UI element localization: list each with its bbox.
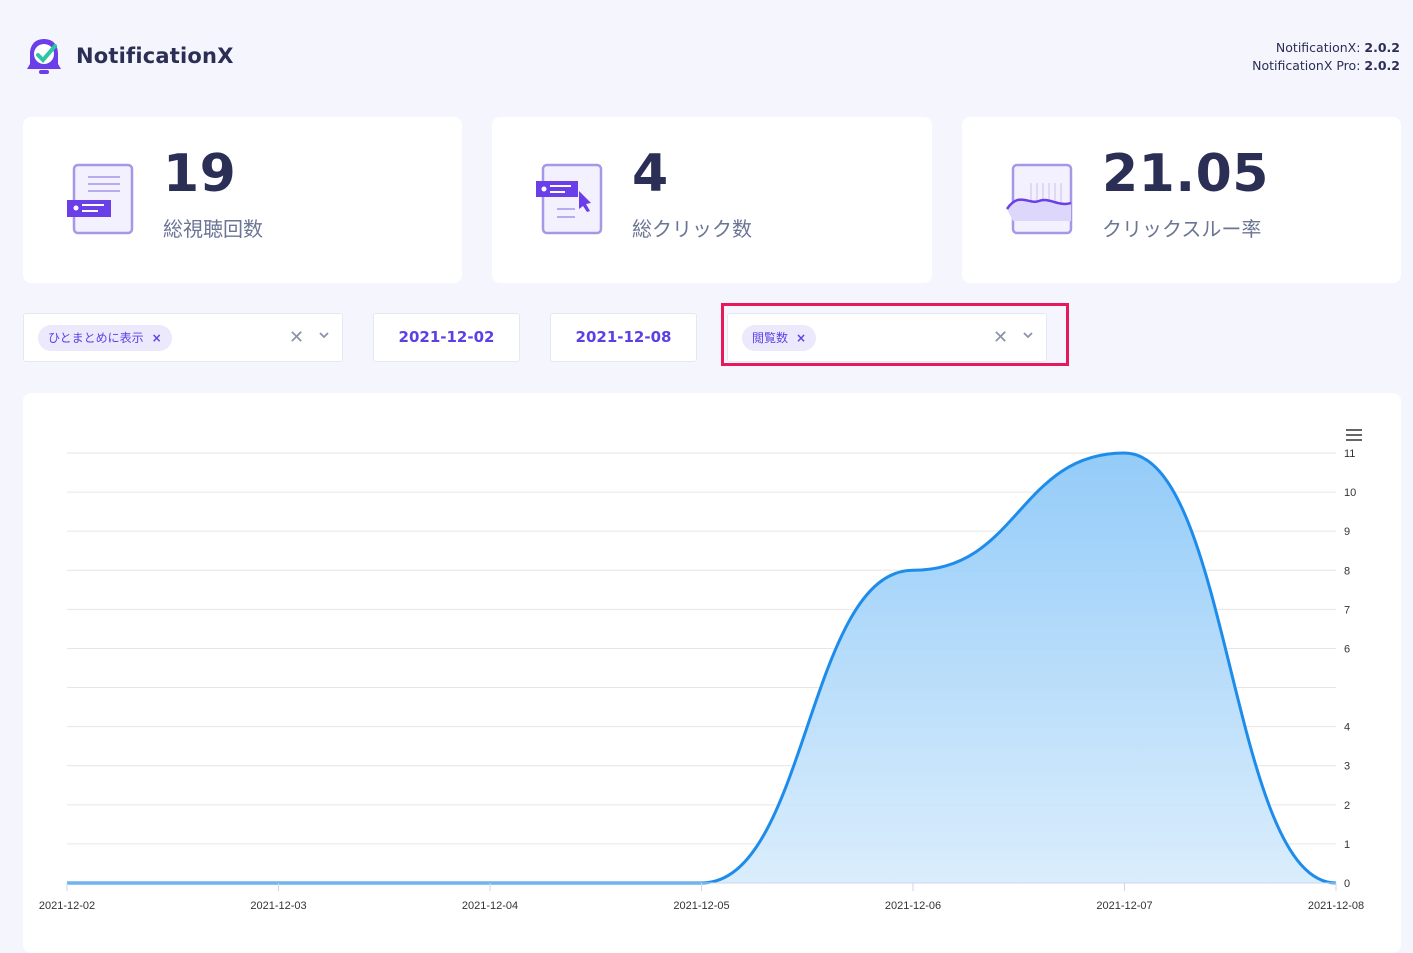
start-date-input[interactable]: 2021-12-02: [373, 313, 520, 362]
chip-remove-icon[interactable]: ×: [151, 331, 162, 345]
version-info: NotificationX: 2.0.2 NotificationX Pro: …: [1252, 39, 1400, 75]
stat-label: 総クリック数: [632, 217, 752, 241]
click-cursor-icon: [536, 163, 603, 235]
header: NotificationX NotificationX: 2.0.2 Notif…: [0, 0, 1413, 100]
version-row: NotificationX: 2.0.2: [1252, 39, 1400, 57]
analytics-chart: 0 1 2 3 4 6 7 8 9 10 11 2021-12-02 2021-12-03 2021-12…: [23, 393, 1401, 953]
y-tick-label: 6: [1344, 643, 1350, 655]
chart-svg: 0 1 2 3 4 6 7 8 9 10 11 2021-12-02 2021-12-03 2021-12…: [39, 448, 1364, 912]
version-value: 2.0.2: [1364, 58, 1400, 73]
ctr-graph-icon: [1005, 163, 1073, 235]
stat-value: 21.05: [1102, 144, 1269, 204]
stat-label: クリックスルー率: [1102, 217, 1262, 241]
x-tick-label: 2021-12-04: [462, 900, 518, 912]
stat-label: 総視聴回数: [163, 217, 263, 241]
x-tick-label: 2021-12-03: [250, 900, 306, 912]
y-tick-label: 8: [1344, 565, 1350, 577]
clear-icon[interactable]: ✕: [993, 327, 1009, 348]
y-tick-label: 7: [1344, 604, 1350, 616]
x-tick-label: 2021-12-08: [1308, 900, 1364, 912]
display-mode-chip: ひとまとめに表示 ×: [38, 325, 172, 351]
brand-name: NotificationX: [76, 44, 234, 68]
version-value: 2.0.2: [1364, 40, 1400, 55]
y-tick-label: 9: [1344, 526, 1350, 538]
x-tick-label: 2021-12-02: [39, 900, 95, 912]
metric-select[interactable]: 閲覧数 × ✕: [727, 313, 1047, 362]
version-row: NotificationX Pro: 2.0.2: [1252, 57, 1400, 75]
version-label: NotificationX Pro:: [1252, 58, 1361, 73]
notificationx-logo-icon: [27, 39, 61, 74]
stat-value: 19: [163, 144, 237, 204]
y-tick-label: 3: [1344, 761, 1350, 773]
brand-logo[interactable]: NotificationX: [24, 36, 234, 76]
highlight-annotation: [721, 303, 1069, 366]
display-mode-select[interactable]: ひとまとめに表示 × ✕: [23, 313, 343, 362]
version-label: NotificationX:: [1275, 40, 1361, 55]
end-date-input[interactable]: 2021-12-08: [550, 313, 697, 362]
stat-card-clicks: 4 総クリック数: [492, 117, 932, 283]
y-tick-label: 2: [1344, 800, 1350, 812]
y-tick-label: 4: [1344, 722, 1350, 734]
stat-value: 4: [632, 144, 669, 204]
clear-icon[interactable]: ✕: [289, 327, 305, 348]
stat-card-views: 19 総視聴回数: [23, 117, 462, 283]
chart-menu-icon[interactable]: [1346, 429, 1362, 441]
y-tick-label: 0: [1344, 878, 1350, 890]
chip-label: ひとまとめに表示: [48, 331, 144, 345]
chevron-down-icon[interactable]: [319, 330, 329, 340]
series-area: [67, 453, 1336, 883]
chip-label: 閲覧数: [752, 331, 789, 345]
chevron-down-icon[interactable]: [1023, 330, 1033, 340]
y-tick-label: 11: [1344, 448, 1355, 460]
chip-remove-icon[interactable]: ×: [796, 331, 807, 345]
x-tick-label: 2021-12-05: [673, 900, 729, 912]
stat-card-ctr: 21.05 クリックスルー率: [962, 117, 1401, 283]
document-views-icon: [67, 163, 134, 235]
x-tick-label: 2021-12-06: [885, 900, 941, 912]
metric-chip: 閲覧数 ×: [742, 325, 817, 351]
y-tick-label: 1: [1344, 839, 1350, 851]
y-tick-label: 10: [1344, 487, 1356, 499]
x-tick-label: 2021-12-07: [1096, 900, 1152, 912]
